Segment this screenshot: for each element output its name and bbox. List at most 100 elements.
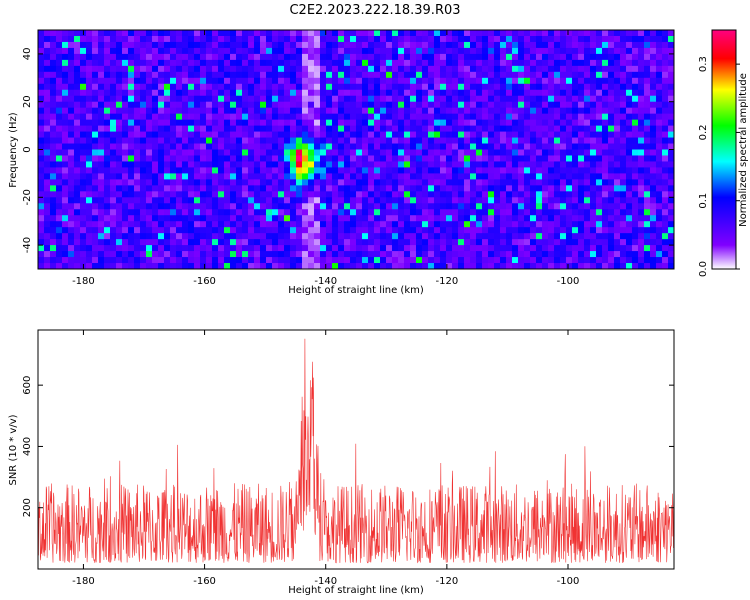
heatmap-cell — [86, 30, 93, 37]
heatmap-cell — [590, 89, 597, 97]
heatmap-cell — [146, 77, 153, 85]
heatmap-cell — [278, 30, 285, 37]
heatmap-cell — [326, 143, 333, 151]
heatmap-cell — [542, 257, 549, 264]
heatmap-cell — [428, 179, 435, 186]
heatmap-cell — [230, 107, 237, 115]
heatmap-cell — [596, 215, 603, 222]
heatmap-cell — [248, 233, 255, 240]
heatmap-cell — [56, 155, 63, 163]
heatmap-cell — [110, 41, 117, 49]
heatmap-cell — [308, 173, 315, 180]
heatmap-cell — [38, 197, 45, 204]
heatmap-cell — [248, 41, 255, 49]
heatmap-cell — [404, 107, 411, 115]
heatmap-cell — [620, 101, 627, 109]
heatmap-cell — [464, 257, 471, 264]
heatmap-cell — [86, 161, 93, 169]
heatmap-cell — [530, 101, 537, 109]
heatmap-cell — [560, 239, 567, 246]
heatmap-cell — [254, 239, 261, 246]
heatmap-cell — [344, 77, 351, 85]
heatmap-cell — [332, 155, 339, 163]
heatmap-cell — [344, 143, 351, 151]
heatmap-cell — [38, 179, 45, 186]
heatmap-cell — [50, 71, 57, 79]
heatmap-cell — [536, 119, 543, 127]
heatmap-cell — [170, 119, 177, 127]
heatmap-cell — [344, 131, 351, 139]
heatmap-cell — [506, 197, 513, 204]
heatmap-cell — [62, 245, 69, 252]
heatmap-cell — [596, 131, 603, 139]
heatmap-cell — [500, 71, 507, 79]
heatmap-cell — [260, 221, 267, 228]
heatmap-cell — [662, 185, 669, 192]
heatmap-cell — [386, 227, 393, 234]
heatmap-cell — [56, 89, 63, 97]
heatmap-cell — [242, 215, 249, 222]
heatmap-cell — [530, 65, 537, 73]
heatmap-cell — [548, 203, 555, 210]
heatmap-cell — [374, 167, 381, 174]
heatmap-cell — [374, 209, 381, 216]
heatmap-cell — [422, 83, 429, 91]
heatmap-cell — [518, 155, 525, 163]
heatmap-cell — [272, 251, 279, 258]
heatmap-cell — [380, 167, 387, 174]
heatmap-cell — [272, 179, 279, 186]
heatmap-cell — [236, 65, 243, 73]
heatmap-cell — [518, 119, 525, 127]
heatmap-cell — [422, 263, 429, 269]
heatmap-cell — [620, 251, 627, 258]
heatmap-cell — [488, 59, 495, 67]
heatmap-cell — [302, 77, 309, 85]
heatmap-cell — [146, 185, 153, 192]
heatmap-cell — [38, 77, 45, 85]
heatmap-cell — [212, 263, 219, 269]
heatmap-cell — [398, 143, 405, 151]
heatmap-cell — [62, 53, 69, 61]
heatmap-cell — [608, 161, 615, 169]
heatmap-cell — [482, 161, 489, 169]
heatmap-cell — [632, 143, 639, 151]
heatmap-cell — [242, 77, 249, 85]
heatmap-cell — [446, 221, 453, 228]
heatmap-cell — [548, 143, 555, 151]
heatmap-cell — [44, 137, 51, 145]
heatmap-cell — [98, 71, 105, 79]
heatmap-cell — [296, 161, 303, 169]
heatmap-cell — [74, 30, 81, 37]
heatmap-cell — [176, 30, 183, 37]
heatmap-cell — [206, 137, 213, 145]
heatmap-cell — [254, 233, 261, 240]
heatmap-cell — [494, 191, 501, 198]
heatmap-cell — [74, 53, 81, 61]
heatmap-cell — [410, 89, 417, 97]
heatmap-cell — [596, 71, 603, 79]
heatmap-cell — [572, 191, 579, 198]
heatmap-cell — [392, 257, 399, 264]
heatmap-cell — [128, 137, 135, 145]
heatmap-cell — [644, 239, 651, 246]
heatmap-cell — [362, 47, 369, 55]
heatmap-cell — [224, 95, 231, 103]
heatmap-cell — [308, 257, 315, 264]
heatmap-cell — [638, 143, 645, 151]
heatmap-cell — [272, 41, 279, 49]
heatmap-cell — [542, 179, 549, 186]
heatmap-cell — [92, 257, 99, 264]
heatmap-cell — [428, 245, 435, 252]
heatmap-cell — [176, 167, 183, 174]
heatmap-cell — [98, 59, 105, 67]
heatmap-cell — [362, 35, 369, 43]
heatmap-cell — [566, 41, 573, 49]
heatmap-cell — [638, 161, 645, 169]
heatmap-cell — [608, 53, 615, 61]
heatmap-cell — [212, 245, 219, 252]
heatmap-cell — [602, 143, 609, 151]
heatmap-cell — [584, 239, 591, 246]
heatmap-cell — [632, 167, 639, 174]
heatmap-cell — [68, 137, 75, 145]
heatmap-cell — [620, 173, 627, 180]
